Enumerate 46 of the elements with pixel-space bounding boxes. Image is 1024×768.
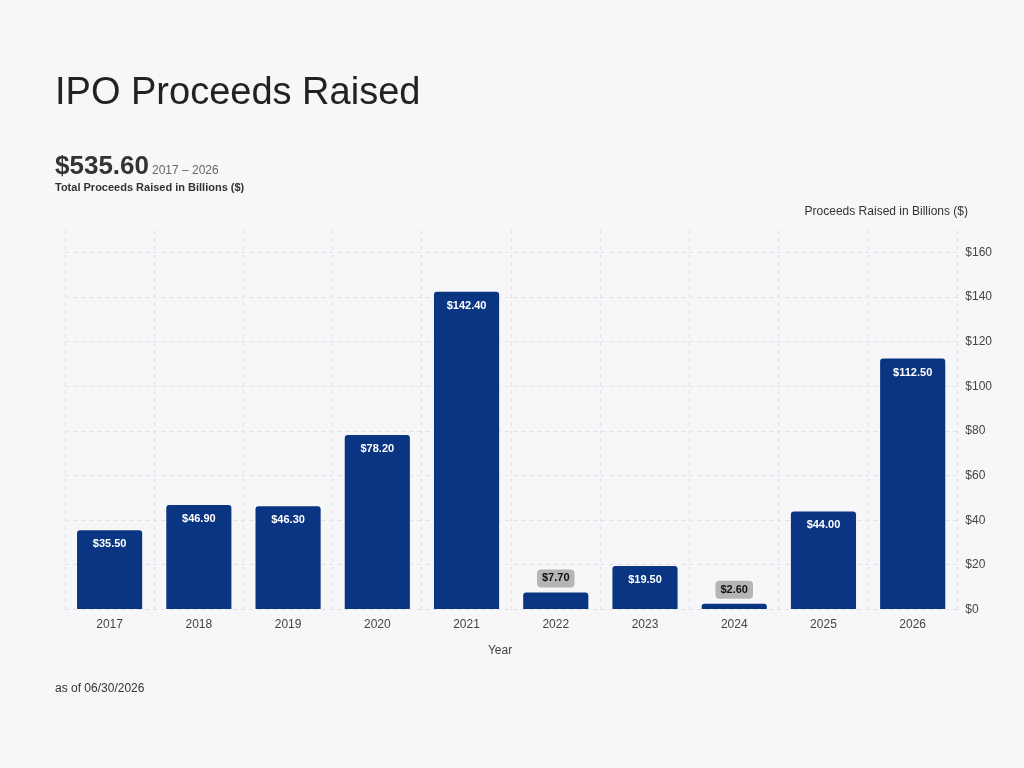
bar bbox=[433, 291, 500, 610]
bar bbox=[344, 435, 410, 610]
x-tick-label: 2017 bbox=[96, 617, 124, 632]
data-label: $78.20 bbox=[360, 442, 395, 455]
x-tick-label: 2024 bbox=[720, 617, 748, 632]
data-label: $46.90 bbox=[182, 511, 216, 524]
bar bbox=[77, 530, 143, 610]
data-label: $142.40 bbox=[446, 298, 487, 311]
y-tick-label: $60 bbox=[965, 468, 986, 483]
text: as of 06/30/2026 bbox=[55, 681, 145, 695]
x-axis-title: Year bbox=[486, 643, 514, 657]
x-tick-label: 2023 bbox=[631, 617, 659, 632]
x-tick-label: 2026 bbox=[899, 617, 927, 632]
data-label: $112.50 bbox=[893, 365, 933, 378]
data-label: $35.50 bbox=[92, 537, 127, 550]
y-tick-label: $120 bbox=[965, 334, 993, 349]
x-tick-label: 2020 bbox=[363, 617, 391, 632]
bar bbox=[790, 511, 857, 610]
data-label: $7.70 bbox=[542, 571, 570, 584]
x-tick-label: 2025 bbox=[810, 617, 838, 632]
text: $535.60 bbox=[55, 150, 149, 180]
data-label: $46.30 bbox=[271, 513, 305, 526]
bar bbox=[523, 592, 589, 610]
data-label: $19.50 bbox=[628, 573, 662, 586]
y-tick-label: $20 bbox=[965, 557, 986, 572]
chart-subtitle: Total Proceeds Raised in Billions ($) bbox=[55, 181, 245, 193]
x-tick-label: 2021 bbox=[453, 617, 481, 632]
x-tick-label: 2022 bbox=[542, 617, 570, 632]
y-tick-label: $140 bbox=[965, 289, 993, 304]
data-label: $2.60 bbox=[720, 582, 748, 595]
chart-title: IPO Proceeds Raised bbox=[55, 70, 421, 113]
y-axis-title: Proceeds Raised in Billions ($) bbox=[804, 204, 968, 218]
x-tick-label: 2018 bbox=[185, 617, 213, 632]
data-label: $44.00 bbox=[806, 518, 841, 531]
text: 2017 – 2026 bbox=[151, 163, 219, 177]
bar bbox=[612, 566, 678, 610]
y-tick-label: $0 bbox=[965, 601, 979, 616]
y-tick-label: $160 bbox=[965, 244, 993, 259]
bar bbox=[701, 603, 767, 610]
y-tick-label: $40 bbox=[965, 512, 986, 527]
bar bbox=[166, 504, 232, 610]
y-tick-label: $100 bbox=[965, 378, 993, 393]
bar bbox=[880, 358, 946, 610]
y-tick-label: $80 bbox=[965, 423, 986, 438]
bar bbox=[255, 506, 321, 610]
x-tick-label: 2019 bbox=[274, 617, 302, 632]
